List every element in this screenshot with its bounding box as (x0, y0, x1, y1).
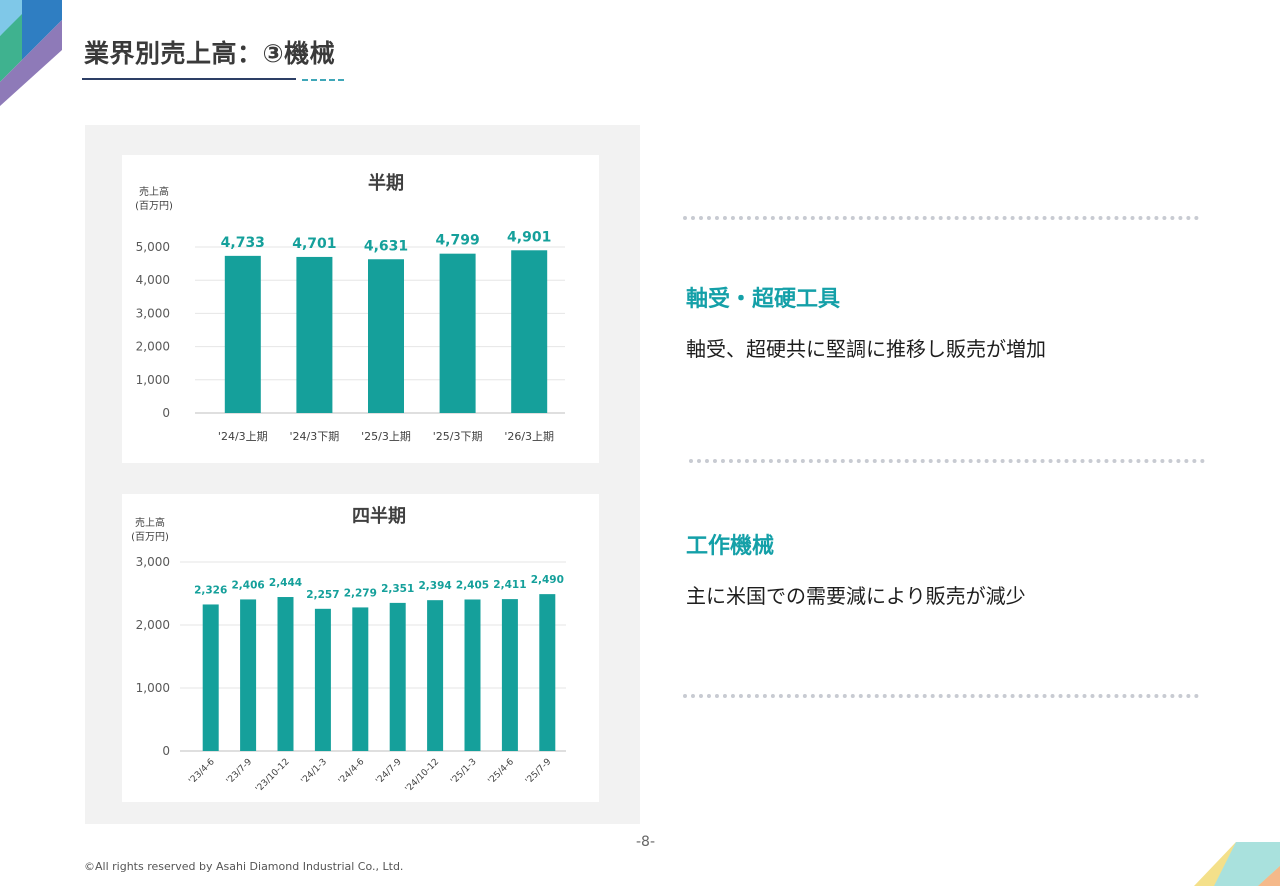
chart-title: 四半期 (352, 505, 406, 527)
bar-value-label: 2,394 (418, 580, 451, 592)
bar-value-label: 4,901 (507, 229, 551, 245)
corner-decoration-top-left (0, 0, 62, 106)
section-heading-bearings: 軸受・超硬工具 (686, 287, 841, 312)
y-tick-label: 0 (162, 744, 170, 758)
x-tick-label: '24/3上期 (218, 430, 268, 443)
chart-title: 半期 (368, 172, 404, 194)
bar-value-label: 4,631 (364, 238, 408, 254)
bar-value-label: 2,444 (269, 577, 302, 589)
title-underline (82, 78, 296, 80)
page-title: 業界別売上高：③機械 (84, 39, 336, 68)
bar (202, 604, 219, 751)
y-axis-unit: (百万円) (135, 200, 173, 212)
bar-value-label: 2,279 (344, 587, 377, 599)
x-tick-label: '23/4-6 (187, 757, 217, 787)
x-tick-label: '25/1-3 (449, 757, 478, 786)
bar (240, 599, 257, 751)
x-tick-label: '24/7-9 (374, 757, 404, 787)
y-tick-label: 2,000 (136, 340, 170, 354)
divider-dotted (683, 216, 1199, 220)
y-tick-label: 1,000 (136, 373, 170, 387)
y-tick-label: 3,000 (136, 555, 170, 569)
corner-decoration-bottom-right (1194, 842, 1280, 886)
x-tick-label: '23/10-12 (254, 757, 292, 795)
bar (352, 607, 369, 751)
section-heading-machine-tools: 工作機械 (686, 534, 775, 559)
bar-value-label: 2,257 (306, 589, 339, 601)
x-tick-label: '24/3下期 (290, 430, 340, 443)
y-tick-label: 4,000 (136, 273, 170, 287)
bar (464, 599, 481, 751)
x-tick-label: '24/4-6 (337, 757, 367, 787)
quarterly-chart-card: 四半期売上高 (百万円) 0 1,000 2,000 3,000 2,326 '23/4-6 2… (122, 494, 599, 802)
y-tick-label: 1,000 (136, 681, 170, 695)
bar (539, 594, 556, 751)
bar (224, 255, 261, 413)
x-tick-label: '24/1-3 (300, 757, 329, 786)
bar (277, 597, 294, 751)
y-tick-label: 3,000 (136, 306, 170, 320)
x-tick-label: '25/3上期 (361, 430, 411, 443)
x-tick-label: '25/4-6 (487, 757, 517, 787)
y-axis-label: 売上高 (135, 516, 165, 529)
x-tick-label: '23/7-9 (225, 757, 255, 787)
copyright-notice: ©All rights reserved by Asahi Diamond In… (84, 860, 404, 873)
bar-value-label: 4,733 (221, 235, 265, 251)
bar-value-label: 2,405 (456, 579, 489, 591)
divider-dotted (683, 694, 1199, 698)
bar (439, 253, 476, 413)
half-year-chart-card: 半期売上高 (百万円) 0 1,000 2,000 3,000 4,000 5,000 4,73… (122, 155, 599, 463)
y-tick-label: 2,000 (136, 618, 170, 632)
section-text-machine-tools: 主に米国での需要減により販売が減少 (686, 584, 1026, 608)
x-tick-label: '25/7-9 (524, 757, 554, 787)
divider-dotted (689, 459, 1205, 463)
x-tick-label: '24/10-12 (404, 757, 442, 795)
title-underline-dash (302, 79, 344, 81)
bar (501, 599, 518, 751)
bar-value-label: 2,490 (531, 574, 564, 586)
bar-value-label: 2,406 (231, 579, 264, 591)
y-axis-unit: (百万円) (131, 531, 169, 543)
bar-value-label: 2,411 (493, 579, 526, 591)
page-number: -8- (636, 834, 656, 850)
bar (296, 256, 333, 413)
y-axis-label: 売上高 (139, 185, 169, 198)
x-tick-label: '26/3上期 (504, 430, 554, 443)
y-tick-label: 5,000 (136, 240, 170, 254)
bar (368, 259, 404, 413)
x-tick-label: '25/3下期 (433, 430, 483, 443)
bar (389, 602, 406, 751)
bar (427, 600, 444, 751)
section-text-bearings: 軸受、超硬共に堅調に推移し販売が増加 (686, 337, 1046, 361)
y-tick-label: 0 (162, 406, 170, 420)
bar-value-label: 2,326 (194, 584, 227, 596)
bar (511, 250, 548, 413)
bar-value-label: 4,701 (292, 236, 336, 252)
bar (314, 608, 331, 751)
bar-value-label: 2,351 (381, 583, 414, 595)
bar-value-label: 4,799 (435, 233, 479, 249)
